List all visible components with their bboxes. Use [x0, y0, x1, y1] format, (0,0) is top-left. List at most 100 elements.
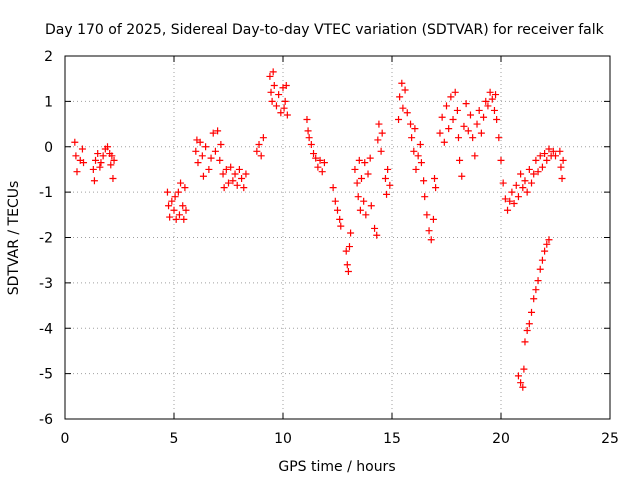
y-tick-label: -1 — [39, 185, 53, 201]
data-point — [272, 102, 280, 110]
x-tick-label: 0 — [61, 431, 70, 447]
data-point — [521, 177, 529, 185]
data-point — [532, 286, 540, 294]
data-point — [493, 116, 501, 124]
data-point — [275, 91, 283, 99]
x-tick-label: 25 — [601, 431, 619, 447]
x-tick-label: 10 — [274, 431, 292, 447]
data-point — [486, 88, 494, 96]
data-point — [445, 125, 453, 133]
data-point — [367, 202, 375, 210]
y-tick-label: -2 — [39, 231, 53, 247]
y-tick-label: 2 — [44, 49, 53, 65]
data-point — [343, 261, 351, 269]
tick-labels: 0 5 10 15 20 25 -6 -5 -4 -3 -2 -1 0 1 2 — [39, 49, 619, 447]
data-point — [312, 154, 320, 162]
data-point — [227, 163, 235, 171]
data-point — [523, 327, 531, 335]
data-point — [329, 184, 337, 192]
data-point — [360, 197, 368, 205]
data-point — [414, 152, 422, 160]
data-point — [552, 152, 559, 160]
data-point — [443, 102, 450, 110]
data-point — [407, 120, 415, 128]
data-point — [519, 383, 527, 391]
data-point — [525, 320, 533, 328]
data-point — [94, 150, 102, 158]
data-point — [399, 104, 407, 112]
data-point — [384, 165, 392, 173]
data-point — [355, 156, 363, 164]
data-point — [181, 184, 189, 192]
data-point — [458, 172, 466, 180]
data-point — [180, 215, 188, 223]
data-point — [396, 93, 404, 101]
data-point — [471, 152, 479, 160]
data-point — [381, 175, 389, 183]
data-point — [462, 100, 470, 108]
data-point — [534, 168, 542, 176]
data-point — [408, 134, 416, 142]
plot-frame — [64, 55, 611, 420]
grid — [65, 56, 610, 419]
data-point — [205, 165, 213, 173]
data-point — [71, 138, 79, 146]
data-point — [420, 177, 428, 185]
data-point — [453, 106, 461, 114]
data-point — [383, 190, 391, 198]
data-point — [514, 372, 522, 380]
data-point — [209, 129, 217, 137]
data-point — [373, 231, 381, 239]
data-point — [514, 193, 522, 201]
data-point — [412, 165, 420, 173]
data-point — [541, 247, 549, 255]
data-point — [72, 152, 80, 160]
data-point — [179, 202, 187, 210]
data-point — [192, 147, 200, 155]
y-axis-label: SDTVAR / TECUs — [6, 181, 22, 296]
data-point — [280, 104, 288, 112]
data-point — [107, 161, 115, 169]
data-point — [454, 134, 462, 142]
data-point — [174, 188, 182, 196]
data-point — [166, 213, 174, 221]
data-point — [438, 113, 446, 121]
data-point — [377, 147, 385, 155]
data-point — [525, 165, 533, 173]
data-point — [541, 150, 549, 158]
data-point — [303, 116, 311, 124]
data-point — [257, 152, 265, 160]
data-point — [194, 159, 202, 167]
data-point — [268, 97, 276, 105]
data-point — [104, 143, 112, 151]
data-point — [344, 268, 352, 276]
x-axis-label: GPS time / hours — [278, 459, 395, 475]
data-point — [499, 179, 507, 187]
data-point — [506, 197, 514, 205]
data-point — [73, 168, 81, 176]
data-point — [345, 243, 353, 251]
data-point — [488, 95, 496, 103]
data-point — [431, 175, 439, 183]
data-point — [171, 193, 179, 201]
data-point — [362, 211, 370, 219]
data-point — [211, 147, 219, 155]
data-point — [354, 193, 362, 201]
data-point — [371, 224, 379, 232]
data-point — [283, 111, 291, 119]
data-point — [318, 168, 326, 176]
data-point — [231, 170, 239, 178]
data-point — [196, 138, 204, 146]
data-point — [395, 116, 403, 124]
y-tick-label: 1 — [44, 94, 53, 110]
data-point — [357, 175, 365, 183]
data-point — [229, 177, 237, 185]
data-point — [528, 179, 536, 187]
data-point — [436, 129, 444, 137]
data-point — [519, 184, 527, 192]
data-point — [456, 156, 464, 164]
data-point — [538, 163, 546, 171]
data-point — [304, 127, 312, 135]
data-point — [475, 106, 483, 114]
data-point — [530, 295, 538, 303]
